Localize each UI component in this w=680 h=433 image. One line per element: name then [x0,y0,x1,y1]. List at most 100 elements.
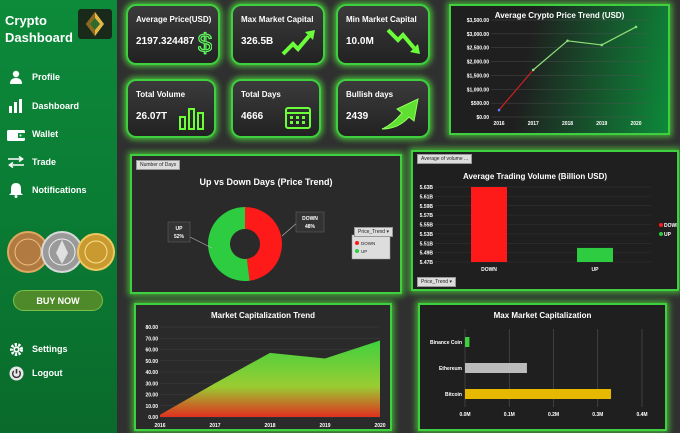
kpi-card-min-market-capital: Min Market Capital 10.0M [336,4,430,65]
x-tick-label: 0.1M [504,412,515,418]
kpi-value: 4666 [241,111,264,122]
area-series [160,340,380,417]
chart-title: Max Market Capitalization [493,311,592,320]
x-tick-label: DOWN [481,267,497,273]
legend-marker [355,249,359,253]
y-tick-label: 5.51B [420,241,434,247]
wallet-icon [0,128,32,141]
y-tick-label: 0.00 [148,415,158,421]
chart-title: Average Crypto Price Trend (USD) [494,11,625,20]
kpi-card-total-volume: Total Volume 26.07T [126,79,216,138]
y-tick-label: $0.00 [476,115,489,121]
y-tick-label: 80.00 [145,325,158,331]
x-tick-label: 2017 [528,121,539,127]
y-tick-label: 30.00 [145,381,158,387]
data-point [566,39,569,43]
x-tick-label: 0.4M [636,412,647,418]
line-segment [532,40,568,71]
sidebar-item-label: Dashboard [32,101,80,111]
bar-chart-icon [0,99,32,113]
logout-icon [0,366,32,381]
exchange-arrows-icon [0,156,32,168]
y-tick-label: $500.00 [471,101,489,107]
sidebar [0,0,117,433]
x-tick-label: 2018 [264,423,275,429]
sidebar-item-notifications[interactable]: Notifications [0,178,117,202]
bar-binance-coin [465,337,470,347]
kpi-card-average-price: Average Price(USD) 2197.324487 $ [126,4,220,65]
price-trend-chip[interactable]: Price_Trend ▾ [417,277,456,287]
crypto-coins-image [4,226,116,282]
kpi-title: Min Market Capital [346,15,417,24]
chip-label: Price_Trend [421,279,449,285]
line-segment [567,40,602,46]
y-tick-label: $2,000.00 [467,60,489,66]
y-tick-label: $1,500.00 [467,73,489,79]
svg-text:$: $ [198,28,212,58]
slice-label: DOWN [302,216,318,222]
kpi-title: Average Price(USD) [136,15,212,24]
legend-marker [659,223,663,227]
y-tick-label: Bitcoin [445,392,462,398]
legend-label: UP [664,232,672,238]
legend-header: Price_Trend [358,229,386,235]
sidebar-item-profile[interactable]: Profile [0,65,117,89]
donut-slice-up [208,207,250,281]
bar-ethereum [465,363,527,373]
legend-label: UP [361,249,367,254]
y-tick-label: 5.53B [420,232,434,238]
bell-icon [0,182,32,198]
calendar-icon [285,105,311,134]
sidebar-item-label: Wallet [32,129,59,139]
x-tick-label: 2020 [374,423,385,429]
slice-value-label: 52% [174,234,185,240]
up-down-donut: UP 52% DOWN 48% DOWN UP [167,207,391,281]
market-cap-trend-chart: Market Capitalization Trend 0.00 10.00 20.… [134,303,392,431]
sidebar-item-logout[interactable]: Logout [0,361,117,385]
y-tick-label: 50.00 [145,359,158,365]
kpi-title: Total Days [241,90,281,99]
sidebar-item-trade[interactable]: Trade [0,150,117,174]
data-point [634,25,638,29]
y-tick-label: 40.00 [145,370,158,376]
sidebar-item-settings[interactable]: Settings [0,337,117,361]
legend-label: DOWN [664,223,677,229]
kpi-title: Max Market Capital [241,15,314,24]
avg-volume-plot: 5.47B 5.49B 5.51B 5.53B 5.55B 5.57B 5.59B 5.61B… [420,185,677,273]
callout-box [295,211,325,233]
sidebar-item-label: Profile [32,72,61,82]
y-tick-label: $3,000.00 [467,32,489,38]
kpi-card-bullish-days: Bullish days 2439 [336,79,430,138]
app-title-line2: Dashboard [5,30,73,45]
x-tick-label: 2017 [209,423,220,429]
callout-line [281,221,299,237]
bar-chart-icon [178,103,206,136]
trend-up-icon [281,26,317,63]
bar-up [577,247,613,262]
chart-title: Up vs Down Days (Price Trend) [199,177,333,187]
chart-title: Market Capitalization Trend [210,311,316,320]
y-tick-label: 10.00 [145,404,158,410]
up-down-days-chart: Number of Days Up vs Down Days (Price Tr… [130,154,402,294]
sidebar-item-dashboard[interactable]: Dashboard [0,94,117,118]
x-tick-label: 2018 [562,121,573,127]
trend-down-icon [386,26,422,63]
slice-label: UP [176,226,184,232]
price-trend-chart: Average Crypto Price Trend (USD) $0.00 $5… [449,4,670,135]
filter-chip[interactable]: Number of Days [136,160,181,170]
bar-down [471,187,507,262]
buy-now-button[interactable]: BUY NOW [13,290,103,311]
legend-marker [355,241,359,245]
filter-chip[interactable]: Average of volume ... [417,154,473,164]
line-segment [498,69,534,111]
x-tick-label: 2019 [319,423,330,429]
callout-box [167,221,191,243]
legend-filter-chip[interactable]: Price_Trend ▾ [354,227,393,237]
donut-slice-down [245,207,283,281]
x-tick-label: 0.2M [548,412,559,418]
sidebar-item-label: Trade [32,157,57,167]
callout-line [187,235,213,249]
y-tick-label: $3,500.00 [467,18,489,24]
sidebar-item-label: Logout [32,368,63,378]
sidebar-item-wallet[interactable]: Wallet [0,122,117,146]
